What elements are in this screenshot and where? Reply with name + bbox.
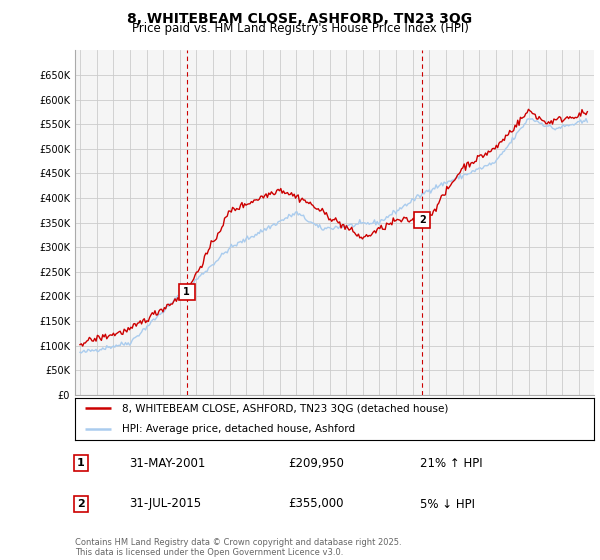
Text: Contains HM Land Registry data © Crown copyright and database right 2025.
This d: Contains HM Land Registry data © Crown c… [75,538,401,557]
Text: Price paid vs. HM Land Registry's House Price Index (HPI): Price paid vs. HM Land Registry's House … [131,22,469,35]
Text: 2: 2 [419,215,426,225]
Text: 31-MAY-2001: 31-MAY-2001 [129,456,205,470]
Text: HPI: Average price, detached house, Ashford: HPI: Average price, detached house, Ashf… [122,424,355,434]
Text: 2: 2 [77,499,85,509]
Text: 8, WHITEBEAM CLOSE, ASHFORD, TN23 3QG: 8, WHITEBEAM CLOSE, ASHFORD, TN23 3QG [127,12,473,26]
Text: 31-JUL-2015: 31-JUL-2015 [129,497,201,511]
Text: £355,000: £355,000 [288,497,343,511]
Text: £209,950: £209,950 [288,456,344,470]
Text: 5% ↓ HPI: 5% ↓ HPI [420,497,475,511]
Text: 1: 1 [77,458,85,468]
Text: 21% ↑ HPI: 21% ↑ HPI [420,456,482,470]
Text: 1: 1 [184,287,190,296]
Text: 8, WHITEBEAM CLOSE, ASHFORD, TN23 3QG (detached house): 8, WHITEBEAM CLOSE, ASHFORD, TN23 3QG (d… [122,403,448,413]
